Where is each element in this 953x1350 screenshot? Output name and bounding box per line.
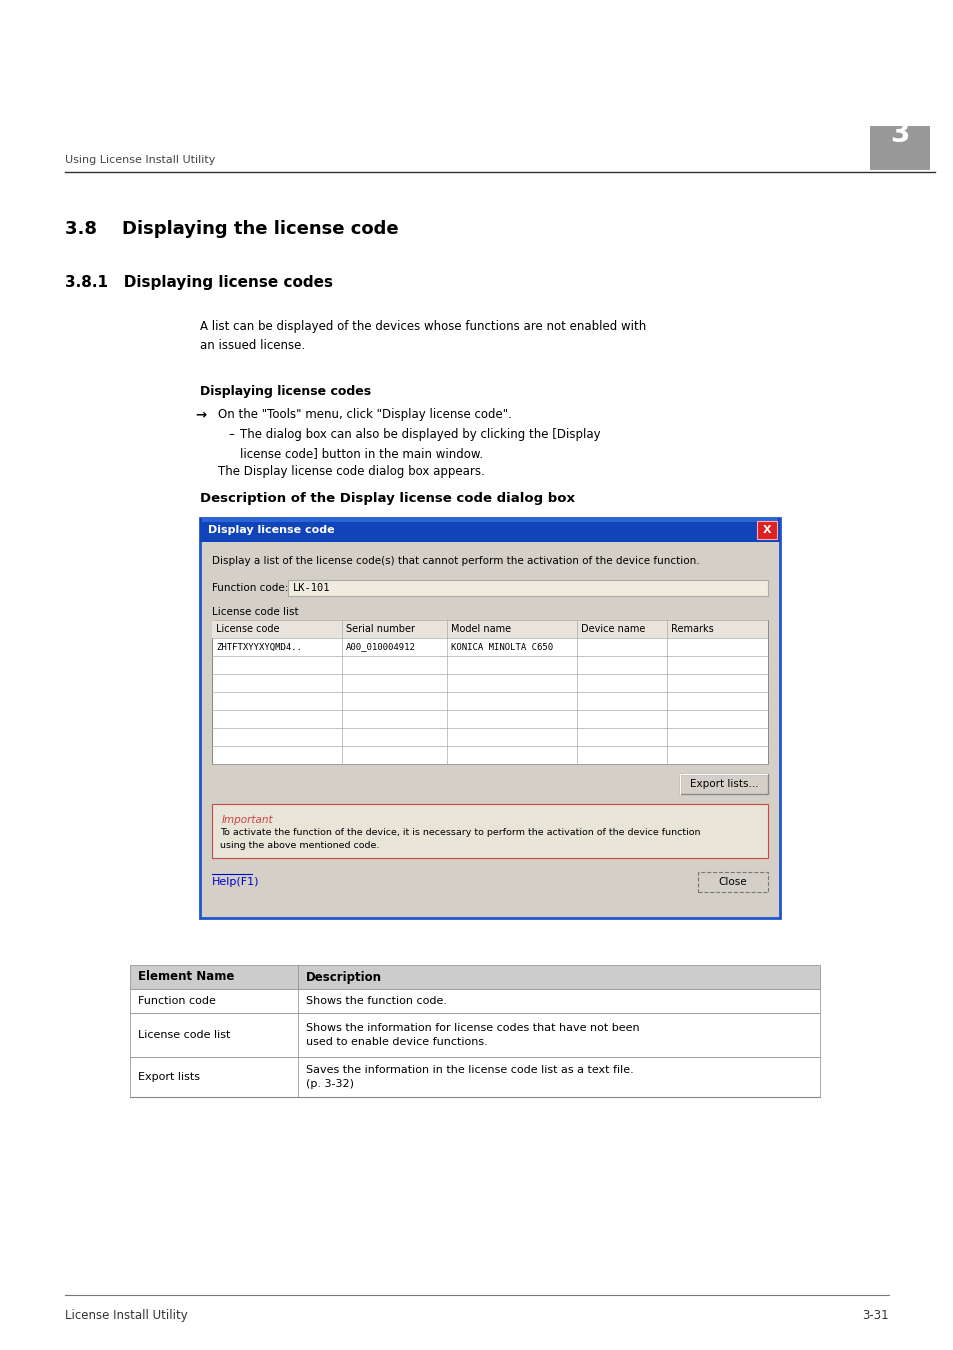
Bar (200, 518, 780, 541)
Text: Device name: Device name (580, 624, 644, 634)
Text: The Display license code dialog box appears.: The Display license code dialog box appe… (218, 464, 484, 478)
Text: Model name: Model name (451, 624, 511, 634)
Text: Important: Important (222, 815, 274, 825)
Bar (130, 1057, 820, 1098)
Text: On the "Tools" menu, click "Display license code".: On the "Tools" menu, click "Display lice… (218, 408, 512, 421)
Text: Displaying license codes: Displaying license codes (200, 385, 371, 398)
Text: A list can be displayed of the devices whose functions are not enabled with
an i: A list can be displayed of the devices w… (200, 320, 645, 352)
Bar (757, 521, 776, 539)
Text: →: → (194, 408, 206, 421)
Bar (869, 126, 929, 170)
Bar (130, 990, 820, 1012)
Text: License Install Utility: License Install Utility (65, 1310, 188, 1322)
Bar (212, 620, 767, 764)
Text: Display a list of the license code(s) that cannot perform the activation of the : Display a list of the license code(s) th… (212, 556, 699, 566)
Text: Element Name: Element Name (138, 971, 234, 984)
Text: Description of the Display license code dialog box: Description of the Display license code … (200, 491, 575, 505)
Bar (130, 965, 820, 990)
Text: Export lists...: Export lists... (689, 779, 758, 788)
Bar (698, 872, 767, 892)
Text: Using License Install Utility: Using License Install Utility (65, 155, 215, 165)
Text: 3: 3 (889, 120, 909, 148)
Text: X: X (761, 525, 771, 535)
Text: Export lists: Export lists (138, 1072, 200, 1081)
Bar (130, 1012, 820, 1057)
Text: A00_010004912: A00_010004912 (346, 643, 416, 652)
Text: LK-101: LK-101 (293, 583, 330, 593)
Bar (200, 518, 780, 918)
Text: Description: Description (306, 971, 381, 984)
Text: Shows the information for license codes that have not been
used to enable device: Shows the information for license codes … (306, 1023, 639, 1048)
Text: KONICA MINOLTA C650: KONICA MINOLTA C650 (451, 643, 553, 652)
Text: Close: Close (718, 878, 746, 887)
Text: To activate the function of the device, it is necessary to perform the activatio: To activate the function of the device, … (220, 828, 700, 849)
Text: Saves the information in the license code list as a text file.
(p. 3-32): Saves the information in the license cod… (306, 1065, 633, 1089)
Text: License code: License code (215, 624, 279, 634)
Text: Function code: Function code (138, 996, 215, 1006)
Text: 3-31: 3-31 (862, 1310, 888, 1322)
Text: Display license code: Display license code (208, 525, 335, 535)
Bar (212, 805, 767, 859)
Text: Function code:: Function code: (212, 583, 288, 593)
Text: 3.8    Displaying the license code: 3.8 Displaying the license code (65, 220, 398, 238)
Text: The dialog box can also be displayed by clicking the [Display
license code] butt: The dialog box can also be displayed by … (240, 428, 600, 460)
Bar (212, 620, 767, 639)
Bar (288, 580, 767, 595)
Bar (679, 774, 767, 794)
Text: Shows the function code.: Shows the function code. (306, 996, 447, 1006)
Text: License code list: License code list (212, 608, 298, 617)
Text: 3.8.1   Displaying license codes: 3.8.1 Displaying license codes (65, 275, 333, 290)
Text: License code list: License code list (138, 1030, 230, 1040)
Text: Help(F1): Help(F1) (212, 878, 259, 887)
Text: Remarks: Remarks (670, 624, 713, 634)
Text: Serial number: Serial number (346, 624, 415, 634)
Text: –: – (228, 428, 233, 441)
Bar (202, 518, 778, 522)
Text: ZHTFTXYYXYQMD4..: ZHTFTXYYXYQMD4.. (215, 643, 302, 652)
